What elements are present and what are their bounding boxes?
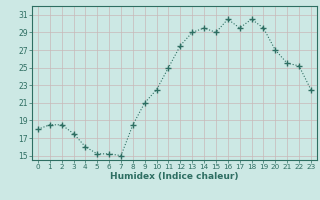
X-axis label: Humidex (Indice chaleur): Humidex (Indice chaleur) <box>110 172 239 181</box>
